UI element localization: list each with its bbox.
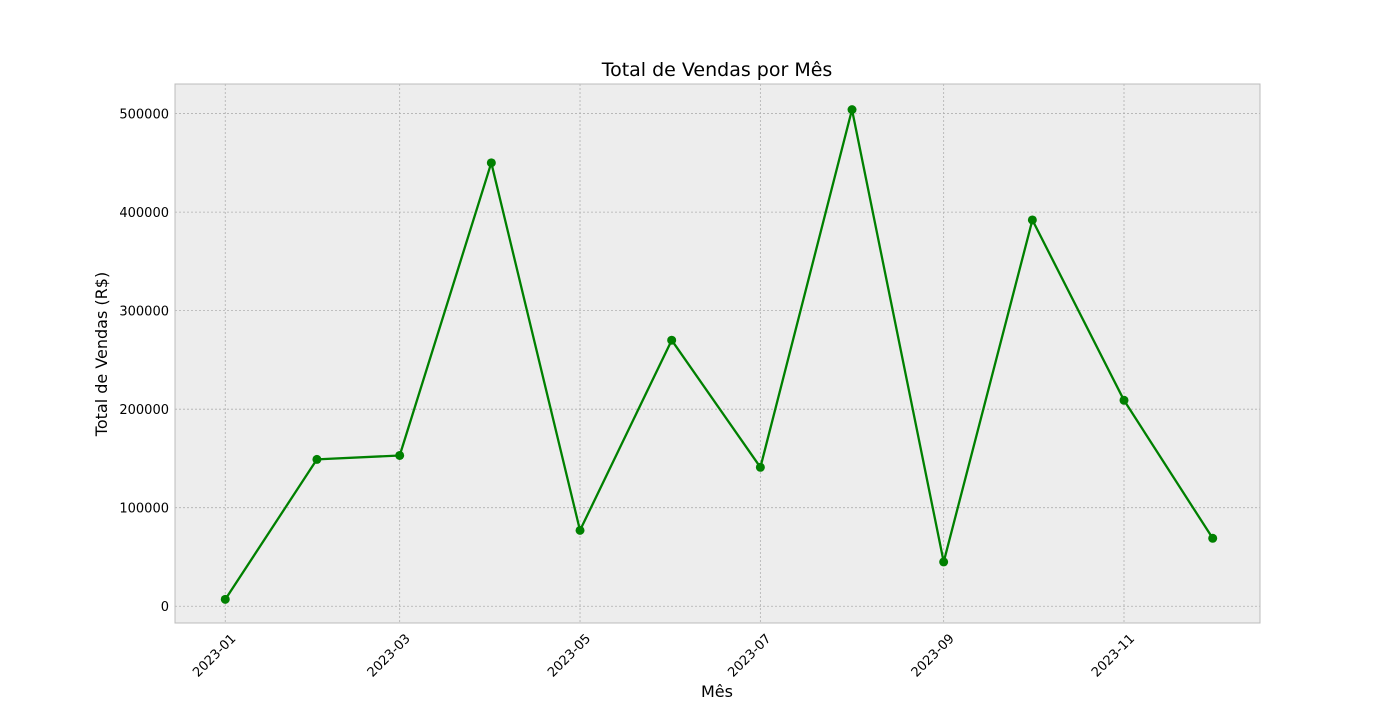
y-tick-label: 200000 (119, 403, 169, 418)
y-tick-label: 100000 (119, 502, 169, 517)
data-point (939, 557, 948, 566)
data-point (576, 526, 585, 535)
y-tick-label: 500000 (119, 108, 169, 123)
x-tick-label: 2023-05 (545, 631, 594, 680)
data-point (1120, 396, 1129, 405)
data-point (395, 451, 404, 460)
data-point (756, 463, 765, 472)
y-axis-title: Total de Vendas (R$) (92, 272, 111, 437)
x-tick-label: 2023-09 (909, 631, 958, 680)
data-point (1208, 534, 1217, 543)
data-point (221, 595, 230, 604)
x-tick-label: 2023-07 (725, 631, 774, 680)
x-axis-title: Mês (701, 682, 733, 700)
y-tick-label: 300000 (119, 305, 169, 320)
data-point (848, 105, 857, 114)
plot-area (175, 84, 1260, 623)
data-point (667, 336, 676, 345)
x-tick-label: 2023-03 (365, 631, 414, 680)
data-point (312, 455, 321, 464)
y-tick-label: 400000 (119, 206, 169, 221)
x-tick-label: 2023-01 (190, 631, 239, 680)
chart-title: Total de Vendas por Mês (601, 59, 833, 81)
data-point (1028, 215, 1037, 224)
y-tick-label: 0 (161, 600, 169, 615)
data-point (487, 158, 496, 167)
x-tick-label: 2023-11 (1089, 631, 1138, 680)
